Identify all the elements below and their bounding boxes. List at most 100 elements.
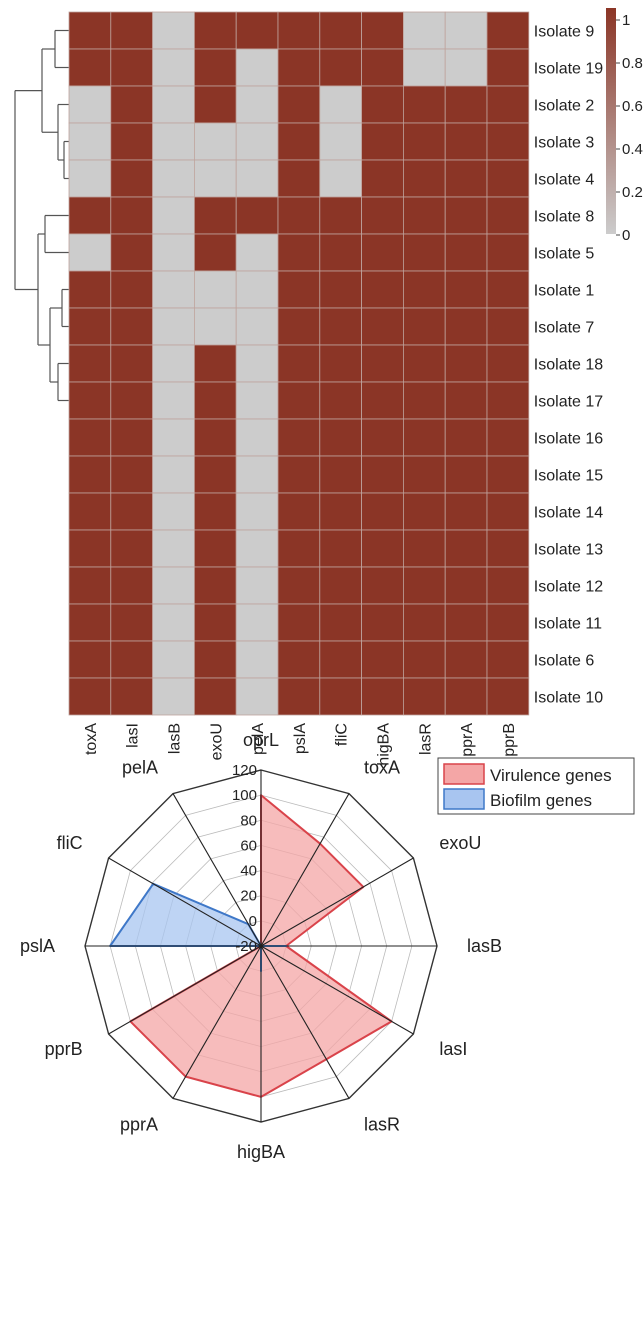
heatmap-cell — [319, 492, 362, 531]
radar-spoke — [260, 793, 350, 947]
heatmap-cell — [193, 159, 237, 198]
heatmap-cell — [361, 640, 404, 679]
heatmap-cell — [361, 381, 404, 420]
heatmap-cell — [152, 418, 195, 457]
heatmap-cell — [193, 307, 237, 346]
heatmap-cell — [235, 418, 279, 457]
heatmap-cell — [110, 640, 154, 679]
heatmap-cell — [152, 48, 195, 87]
heatmap-cell — [361, 196, 404, 235]
heatmap-cell — [68, 418, 112, 457]
row-label: Isolate 5 — [534, 246, 595, 263]
heatmap-cell — [152, 11, 195, 50]
column-label: lasR — [417, 723, 434, 755]
heatmap-cell — [110, 233, 154, 272]
radar-spoke — [260, 857, 414, 947]
heatmap-cell — [68, 603, 112, 642]
radar-tick-labels: 120 100 80 60 40 20 0 -20 — [232, 762, 257, 955]
heatmap-cell — [361, 11, 404, 50]
heatmap-cell — [361, 455, 404, 494]
heatmap-cell — [361, 529, 404, 568]
heatmap-cell — [361, 603, 404, 642]
radar-tick-label: 0 — [249, 913, 257, 930]
radar-axis-label: higBA — [237, 1142, 285, 1162]
heatmap-cell — [402, 492, 446, 531]
heatmap-cell — [193, 418, 237, 457]
heatmap-cell — [193, 529, 237, 568]
colorbar-tick-label: 0.4 — [622, 141, 643, 158]
heatmap-cell — [402, 344, 446, 383]
row-label: Isolate 6 — [534, 653, 595, 670]
legend-label-virulence: Virulence genes — [490, 766, 612, 785]
heatmap-cell — [444, 233, 488, 272]
radar-chart: 120 100 80 60 40 20 0 -20 oprL toxA exoU lasB lasI l… — [20, 730, 635, 1162]
heatmap-cell — [486, 233, 530, 272]
heatmap-cell — [402, 529, 446, 568]
radar-spokes — [85, 770, 437, 1122]
heatmap-cell — [277, 344, 321, 383]
heatmap-cell — [235, 677, 279, 716]
heatmap-cell — [319, 455, 362, 494]
heatmap-cell — [319, 529, 362, 568]
heatmap-cell — [235, 122, 279, 161]
colorbar-tick-label: 0.8 — [622, 55, 643, 72]
radar-tick-label: 60 — [240, 837, 257, 854]
heatmap-cell — [235, 85, 279, 124]
heatmap-cell — [193, 270, 237, 309]
heatmap-cell — [361, 48, 404, 87]
heatmap-cell — [402, 11, 446, 50]
heatmap-cell — [319, 640, 362, 679]
radar-axis-label: pslA — [20, 936, 55, 956]
radar-spoke — [108, 857, 262, 947]
radar-axis-label: pprA — [120, 1114, 158, 1134]
heatmap-cell — [193, 566, 237, 605]
heatmap-cell — [193, 196, 237, 235]
heatmap-cell — [152, 640, 195, 679]
row-label: Isolate 18 — [534, 357, 603, 374]
colorbar-tick-label: 0.6 — [622, 98, 643, 115]
heatmap-cell — [110, 566, 154, 605]
heatmap-cell — [444, 85, 488, 124]
heatmap-cell — [402, 85, 446, 124]
heatmap-cell — [277, 640, 321, 679]
heatmap-cell — [68, 344, 112, 383]
heatmap-cell — [361, 159, 404, 198]
row-label: Isolate 10 — [534, 690, 603, 707]
heatmap-cell — [152, 677, 195, 716]
heatmap-cell — [444, 122, 488, 161]
heatmap-cell — [110, 307, 154, 346]
row-label: Isolate 16 — [534, 431, 603, 448]
column-label: exoU — [208, 723, 225, 760]
heatmap-cell — [486, 85, 530, 124]
heatmap-cell — [361, 307, 404, 346]
heatmap-cell — [152, 566, 195, 605]
heatmap-cell — [361, 418, 404, 457]
heatmap-cell — [235, 233, 279, 272]
radar-axis-label: oprL — [243, 730, 279, 750]
heatmap-cell — [486, 11, 530, 50]
heatmap-cell — [319, 381, 362, 420]
heatmap-cell — [361, 233, 404, 272]
heatmap-cell — [319, 603, 362, 642]
heatmap-cell — [402, 48, 446, 87]
heatmap-cell — [68, 455, 112, 494]
legend-swatch-virulence — [443, 763, 485, 785]
legend-swatch-biofilm — [443, 788, 485, 810]
colorbar-tick-label: 0.2 — [622, 184, 643, 201]
heatmap-cell — [193, 455, 237, 494]
heatmap-cell — [277, 196, 321, 235]
heatmap-cell — [444, 196, 488, 235]
row-label: Isolate 13 — [534, 542, 603, 559]
heatmap-cell — [277, 270, 321, 309]
heatmap-cell — [68, 566, 112, 605]
heatmap-cell — [68, 640, 112, 679]
colorbar-gradient — [606, 8, 616, 234]
heatmap-cell — [319, 270, 362, 309]
heatmap-cell — [68, 159, 112, 198]
heatmap-cell — [444, 566, 488, 605]
heatmap-cell — [193, 344, 237, 383]
row-label: Isolate 15 — [534, 468, 603, 485]
heatmap-cell — [402, 455, 446, 494]
row-label: Isolate 17 — [534, 394, 603, 411]
radar-tick-label: 100 — [232, 787, 257, 804]
